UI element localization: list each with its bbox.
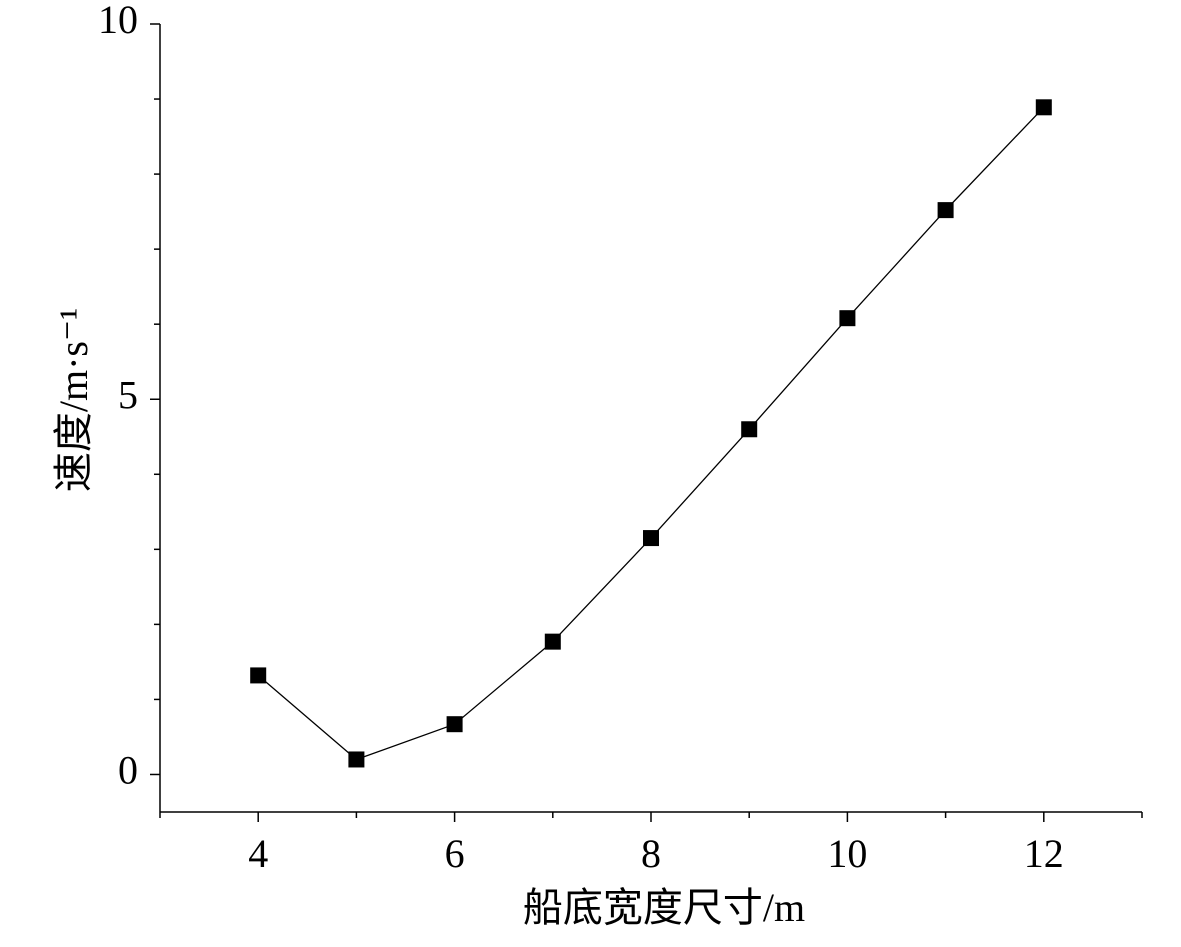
marker: [937, 202, 954, 219]
marker: [446, 716, 463, 733]
x-tick-label: 6: [445, 831, 465, 876]
x-tick-label: 4: [248, 831, 268, 876]
marker: [1035, 99, 1052, 116]
marker: [250, 667, 267, 684]
x-tick-label: 10: [827, 831, 867, 876]
marker: [544, 633, 561, 650]
marker: [643, 530, 659, 547]
y-tick-label: 5: [118, 372, 138, 417]
x-tick-label: 12: [1024, 831, 1064, 876]
line: [257, 106, 1045, 761]
y-axis-label: 速度/m·s⁻¹: [51, 308, 96, 492]
marker: [741, 421, 758, 438]
marker: [348, 751, 365, 768]
y-tick-label: 0: [118, 748, 138, 793]
x-tick-label: 8: [641, 831, 661, 876]
y-tick-label: 10: [98, 0, 138, 42]
marker: [839, 310, 856, 327]
x-axis-label: 船底宽度尺寸/m: [523, 885, 805, 930]
